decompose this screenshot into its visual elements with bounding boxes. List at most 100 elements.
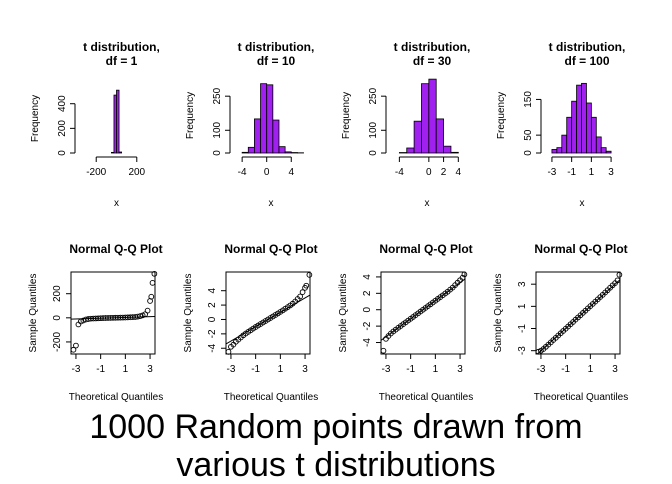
y-tick-label: 200 (52, 285, 63, 302)
y-tick-label: 0 (57, 150, 68, 156)
histogram-bar (414, 121, 421, 153)
x-tick-label: 200 (128, 167, 145, 178)
histogram-bar (596, 137, 601, 153)
histogram-bar (436, 119, 443, 153)
qq-point (617, 272, 622, 277)
histogram-bar (119, 152, 122, 153)
qq-point (307, 272, 312, 277)
x-tick-label: 2 (441, 167, 447, 178)
y-tick-label: -4 (362, 338, 373, 347)
x-tick-label: -4 (395, 167, 404, 178)
x-tick-label: -1 (406, 364, 415, 375)
chart-title-line-1: t distribution, (83, 40, 160, 54)
histogram-bar (582, 83, 587, 153)
histogram-bar (407, 148, 414, 153)
qq-point (381, 348, 386, 353)
y-tick-label: 0 (523, 150, 534, 156)
x-tick-label: 4 (288, 167, 294, 178)
y-tick-label: 250 (368, 87, 379, 104)
figure-caption: 1000 Random points drawn from various t … (0, 408, 672, 484)
x-tick-label: -3 (226, 364, 235, 375)
x-tick-label: -3 (381, 364, 390, 375)
histogram-bar (285, 152, 291, 153)
y-tick-label: -1 (517, 324, 528, 333)
x-tick-label: 4 (456, 167, 462, 178)
histogram-bar (451, 152, 458, 153)
y-tick-label: -4 (207, 343, 218, 352)
chart-title-line-1: t distribution, (394, 40, 471, 54)
histogram-bar (421, 84, 428, 153)
y-tick-label: -3 (517, 346, 528, 355)
chart-title-line-1: t distribution, (238, 40, 315, 54)
x-tick-label: -3 (547, 167, 556, 178)
x-axis-label: Theoretical Quantiles (379, 392, 474, 403)
chart-title-line-2: df = 30 (413, 54, 452, 68)
histogram-bar (552, 149, 557, 153)
y-tick-label: 0 (52, 315, 63, 321)
x-tick-label: 1 (589, 167, 595, 178)
chart-title: Normal Q-Q Plot (534, 242, 627, 256)
x-tick-label: 3 (147, 364, 153, 375)
x-axis-label: Theoretical Quantiles (69, 392, 164, 403)
x-axis-label: Theoretical Quantiles (534, 392, 629, 403)
chart-title-line-2: df = 100 (564, 54, 609, 68)
qq-point (74, 343, 79, 348)
qq-point (145, 308, 150, 313)
histogram-bar (254, 119, 260, 153)
histogram-bar (267, 85, 273, 153)
y-tick-label: -2 (362, 321, 373, 330)
y-tick-label: 150 (523, 91, 534, 108)
histogram-bar (242, 152, 248, 153)
y-tick-label: 400 (57, 95, 68, 112)
histogram-bar (572, 101, 577, 153)
caption-line-1: 1000 Random points drawn from (0, 408, 672, 446)
x-tick-label: 3 (608, 167, 614, 178)
histogram-bar (273, 120, 279, 153)
y-tick-label: 100 (368, 121, 379, 138)
y-axis-label: Sample Quantiles (183, 274, 194, 353)
x-tick-label: -1 (561, 364, 570, 375)
chart-title-line-2: df = 10 (257, 54, 296, 68)
y-tick-label: -200 (52, 331, 63, 351)
y-tick-label: 4 (207, 287, 218, 293)
x-tick-label: 0 (426, 167, 432, 178)
y-axis-label: Sample Quantiles (338, 274, 349, 353)
y-axis-label: Frequency (185, 92, 196, 139)
x-tick-label: -1 (251, 364, 260, 375)
histogram-bar (601, 148, 606, 153)
chart-title: Normal Q-Q Plot (69, 242, 162, 256)
x-tick-label: 1 (278, 364, 284, 375)
x-tick-label: 1 (588, 364, 594, 375)
chart-title: Normal Q-Q Plot (224, 242, 317, 256)
y-tick-label: 200 (57, 120, 68, 137)
histogram-bar (444, 146, 451, 153)
qq-panel-4: Normal Q-Q Plot -3 -1 1 3 Theoretical Quantil… (493, 242, 628, 403)
x-axis-label: x (580, 198, 585, 209)
chart-title: Normal Q-Q Plot (379, 242, 472, 256)
x-tick-label: -1 (96, 364, 105, 375)
y-tick-label: 100 (212, 121, 223, 138)
histogram-bar (567, 117, 572, 153)
y-tick-label: 50 (523, 129, 534, 141)
x-tick-label: -1 (567, 167, 576, 178)
histogram-bar (591, 117, 596, 153)
y-tick-label: 4 (362, 274, 373, 280)
y-tick-label: 0 (368, 150, 379, 156)
x-axis-label: x (114, 198, 119, 209)
y-tick-label: 0 (362, 307, 373, 313)
y-tick-label: -2 (207, 329, 218, 338)
histogram-bar (557, 148, 562, 153)
x-tick-label: 1 (123, 364, 129, 375)
y-tick-label: 250 (212, 87, 223, 104)
y-tick-label: 0 (212, 150, 223, 156)
histogram-bar (117, 90, 120, 153)
y-axis-label: Frequency (496, 92, 507, 139)
histogram-bar (261, 84, 267, 153)
chart-title-line-1: t distribution, (549, 40, 626, 54)
x-tick-label: 3 (302, 364, 308, 375)
y-tick-label: 0 (207, 316, 218, 322)
y-tick-label: 3 (517, 281, 528, 287)
